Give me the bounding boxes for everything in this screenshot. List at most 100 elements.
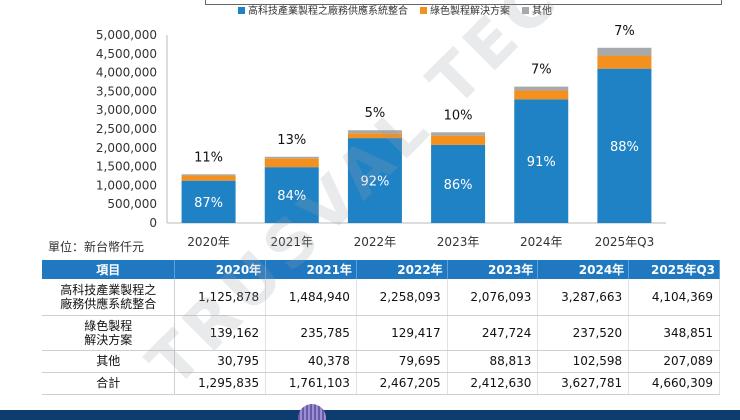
bar-data-label: 88% (610, 140, 639, 155)
header-cell: 2022年 (356, 260, 448, 279)
bar-data-label: 84% (277, 189, 306, 204)
table-cell: 139,162 (174, 315, 267, 351)
bar-data-label: 91% (527, 155, 556, 170)
bar-segment-3 (431, 132, 486, 136)
bar-top-label: 7% (614, 24, 635, 39)
bar-segment-1 (347, 138, 402, 223)
row-label-line: 廠務供應系統整合 (60, 296, 157, 311)
unit-label: 單位：新台幣仟元 (48, 240, 145, 254)
table-cell: 2,258,093 (356, 279, 448, 316)
bar-segment-1 (264, 167, 319, 223)
table-cell: 247,724 (447, 315, 539, 351)
y-tick-label: 1,500,000 (96, 160, 157, 174)
table-cell: 207,089 (628, 350, 720, 373)
top-frame (205, 0, 722, 5)
x-tick-label: 2020年 (187, 235, 230, 249)
row-label: 綠色製程 解決方案 (42, 315, 176, 351)
table-cell: 348,851 (628, 315, 720, 351)
bar-top-label: 10% (444, 108, 473, 123)
table-cell: 2,076,093 (447, 279, 539, 316)
header-cell: 2024年 (537, 260, 630, 279)
bar-top-label: 7% (531, 63, 552, 78)
table-cell: 1,484,940 (265, 279, 357, 316)
table-cell: 30,795 (174, 350, 267, 373)
legend-swatch (238, 7, 245, 14)
x-tick-label: 2023年 (437, 235, 480, 249)
table-row: 綠色製程 解決方案 139,162 235,785 129,417 247,72… (42, 315, 720, 351)
bar-top-label: 13% (277, 133, 306, 148)
legend-swatch (420, 7, 427, 14)
header-cell: 2025年Q3 (628, 260, 720, 279)
table-cell: 2,467,205 (356, 372, 448, 395)
table-cell: 1,295,835 (174, 372, 267, 395)
y-tick-label: 1,000,000 (96, 178, 157, 192)
bar-segment-2 (347, 133, 402, 139)
table-cell: 79,695 (356, 350, 448, 373)
bar-segment-2 (597, 55, 652, 69)
legend-label: 高科技產業製程之廠務供應系統整合 (248, 4, 408, 17)
x-tick-label: 2024年 (520, 235, 563, 249)
table-cell: 88,813 (447, 350, 539, 373)
stacked-bar-chart: 0 500,000 1,000,000 1,500,000 2,000,000 2,500… (96, 4, 666, 249)
y-tick-label: 4,500,000 (96, 47, 157, 61)
table-cell: 129,417 (356, 315, 448, 351)
bar-segment-3 (181, 174, 236, 176)
bar-top-label: 11% (194, 150, 223, 165)
row-label: 其他 (42, 350, 176, 373)
table-cell: 40,378 (265, 350, 357, 373)
row-label: 高科技產業製程之 廠務供應系統整合 (42, 279, 176, 316)
table-cell: 237,520 (537, 315, 630, 351)
bar-segment-1 (514, 99, 569, 223)
legend-label: 綠色製程解決方案 (430, 4, 510, 17)
row-label-line: 綠色製程 (84, 318, 133, 333)
table-cell: 3,627,781 (537, 372, 630, 395)
y-tick-label: 0 (149, 216, 157, 230)
bar-segment-3 (264, 156, 319, 159)
y-tick-label: 500,000 (107, 197, 157, 211)
table-header-row: 項目 2020年 2021年 2022年 2023年 2024年 2025年Q3 (42, 260, 720, 279)
bar-data-label: 86% (444, 178, 473, 193)
table-cell: 1,125,878 (174, 279, 267, 316)
x-tick-label: 2021年 (270, 235, 313, 249)
y-tick-label: 2,500,000 (96, 122, 157, 136)
table-cell: 4,660,309 (628, 372, 720, 395)
y-tick-label: 5,000,000 (96, 28, 157, 42)
bar-data-label: 87% (194, 196, 223, 211)
footer-logo-icon (298, 404, 326, 420)
header-cell: 2021年 (265, 260, 357, 279)
y-tick-label: 3,000,000 (96, 103, 157, 117)
row-label-line: 高科技產業製程之 (60, 282, 157, 297)
y-tick-label: 3,500,000 (96, 84, 157, 98)
table-row: 合計 1,295,835 1,761,103 2,467,205 2,412,6… (42, 372, 720, 395)
bar-segment-2 (431, 135, 486, 145)
bar-segment-2 (514, 90, 569, 100)
bar-data-label: 92% (360, 175, 389, 190)
table-cell: 3,287,663 (537, 279, 630, 316)
x-tick-label: 2022年 (354, 235, 397, 249)
bar-segment-1 (181, 180, 236, 223)
bar-segment-2 (264, 158, 319, 168)
bar-top-label: 5% (365, 106, 386, 121)
bar-segment-3 (514, 86, 569, 91)
table-cell: 1,761,103 (265, 372, 357, 395)
row-label: 合計 (42, 372, 176, 395)
header-cell: 項目 (42, 260, 176, 279)
legend-label: 其他 (532, 4, 552, 17)
bar-segment-2 (181, 175, 236, 181)
table-cell: 2,412,630 (447, 372, 539, 395)
table-cell: 235,785 (265, 315, 357, 351)
row-label-line: 解決方案 (84, 332, 133, 347)
y-tick-label: 2,000,000 (96, 141, 157, 155)
footer-bar (0, 410, 740, 420)
table-cell: 102,598 (537, 350, 630, 373)
bar-segment-1 (431, 144, 486, 223)
y-tick-label: 4,000,000 (96, 66, 157, 80)
bar-segment-3 (347, 130, 402, 134)
legend-swatch (522, 7, 529, 14)
table-cell: 4,104,369 (628, 279, 720, 316)
table-row: 其他 30,795 40,378 79,695 88,813 102,598 2… (42, 350, 720, 373)
table-row: 高科技產業製程之 廠務供應系統整合 1,125,878 1,484,940 2,… (42, 279, 720, 316)
header-cell: 2020年 (174, 260, 267, 279)
x-tick-label: 2025年Q3 (595, 235, 655, 249)
data-table: 項目 2020年 2021年 2022年 2023年 2024年 2025年Q3… (42, 260, 720, 395)
